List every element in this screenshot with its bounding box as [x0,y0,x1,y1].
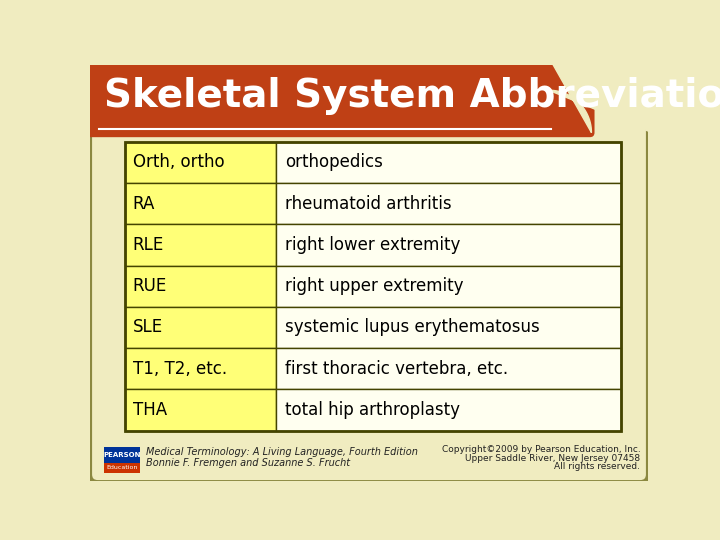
Text: SLE: SLE [132,319,163,336]
Text: RA: RA [132,195,155,213]
Text: RUE: RUE [132,277,167,295]
Text: Copyright©2009 by Pearson Education, Inc.: Copyright©2009 by Pearson Education, Inc… [441,446,640,454]
Polygon shape [549,57,652,132]
Text: THA: THA [132,401,167,419]
Text: Orth, ortho: Orth, ortho [132,153,224,171]
Bar [125,142,276,183]
Text: T1, T2, etc.: T1, T2, etc. [132,360,227,377]
Text: Skeletal System Abbreviations: Skeletal System Abbreviations [104,77,720,114]
Text: All rights reserved.: All rights reserved. [554,462,640,471]
Bar [276,183,621,224]
Bar [125,266,276,307]
FancyBboxPatch shape [90,63,648,482]
Text: Education: Education [106,465,138,470]
Text: Medical Terminology: A Living Language, Fourth Edition: Medical Terminology: A Living Language, … [145,447,418,457]
Bar [125,183,276,224]
Text: right upper extremity: right upper extremity [285,277,464,295]
Text: Upper Saddle River, New Jersey 07458: Upper Saddle River, New Jersey 07458 [465,454,640,463]
Bar [125,142,621,430]
Bar [276,307,621,348]
Bar [125,348,276,389]
Text: right lower extremity: right lower extremity [285,236,461,254]
Bar [104,463,140,473]
Text: total hip arthroplasty: total hip arthroplasty [285,401,460,419]
Bar [104,448,140,463]
Text: first thoracic vertebra, etc.: first thoracic vertebra, etc. [285,360,508,377]
Text: systemic lupus erythematosus: systemic lupus erythematosus [285,319,540,336]
Text: Bonnie F. Fremgen and Suzanne S. Frucht: Bonnie F. Fremgen and Suzanne S. Frucht [145,458,350,468]
Text: RLE: RLE [132,236,164,254]
Bar [125,307,276,348]
Text: orthopedics: orthopedics [285,153,383,171]
Text: PEARSON: PEARSON [103,452,140,458]
Bar [125,224,276,266]
Bar [276,224,621,266]
Bar [276,389,621,430]
Bar [125,389,276,430]
Bar [276,348,621,389]
FancyBboxPatch shape [86,60,595,137]
Text: rheumatoid arthritis: rheumatoid arthritis [285,195,452,213]
Bar [276,266,621,307]
Bar [276,142,621,183]
